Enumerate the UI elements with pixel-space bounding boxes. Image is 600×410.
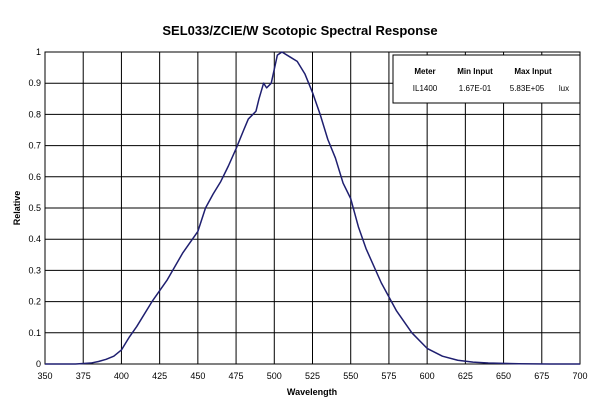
x-tick-label: 425: [152, 371, 167, 381]
y-tick-label: 0.2: [28, 297, 41, 307]
legend-header-meter: Meter: [414, 67, 435, 76]
legend-max-input-value: 5.83E+05: [510, 84, 545, 93]
y-tick-label: 0.6: [28, 172, 41, 182]
x-tick-label: 550: [343, 371, 358, 381]
x-tick-label: 650: [496, 371, 511, 381]
y-tick-label: 0.4: [28, 234, 41, 244]
x-tick-label: 675: [534, 371, 549, 381]
y-tick-label: 0.9: [28, 78, 41, 88]
x-tick-label: 450: [190, 371, 205, 381]
legend-min-input-value: 1.67E-01: [459, 84, 492, 93]
x-axis-title: Wavelength: [287, 387, 337, 397]
x-tick-label: 350: [37, 371, 52, 381]
series-group: [45, 51, 580, 365]
y-tick-label: 0.3: [28, 265, 41, 275]
x-tick-label: 700: [572, 371, 587, 381]
x-tick-labels: 350 375 400 425 450 475 500 525 550 575 600 625 650 6…: [37, 371, 587, 381]
chart-title: SEL033/ZCIE/W Scotopic Spectral Response: [162, 23, 437, 38]
plot-frame: [44, 51, 581, 365]
legend-header-min-input: Min Input: [457, 67, 493, 76]
y-tick-labels: 0 0.1 0.2 0.3 0.4 0.5 0.6 0.7 0.8 0.9 1: [28, 47, 41, 369]
x-tick-label: 475: [229, 371, 244, 381]
y-tick-label: 0.5: [28, 203, 41, 213]
legend-unit: lux: [559, 84, 569, 93]
x-tick-label: 400: [114, 371, 129, 381]
x-tick-label: 525: [305, 371, 320, 381]
series-line: [45, 51, 580, 365]
y-tick-label: 1: [36, 47, 41, 57]
y-tick-label: 0.8: [28, 109, 41, 119]
legend-box: Meter Min Input Max Input IL1400 1.67E-0…: [392, 54, 581, 104]
y-axis-title: Relative: [12, 191, 22, 226]
legend-meter-value: IL1400: [413, 84, 438, 93]
y-tick-label: 0.7: [28, 141, 41, 151]
x-tick-label: 500: [267, 371, 282, 381]
x-tick-label: 625: [458, 371, 473, 381]
x-tick-label: 575: [381, 371, 396, 381]
y-tick-label: 0: [36, 359, 41, 369]
x-tick-label: 600: [420, 371, 435, 381]
legend-header-max-input: Max Input: [514, 67, 552, 76]
x-tick-label: 375: [76, 371, 91, 381]
y-tick-label: 0.1: [28, 328, 41, 338]
